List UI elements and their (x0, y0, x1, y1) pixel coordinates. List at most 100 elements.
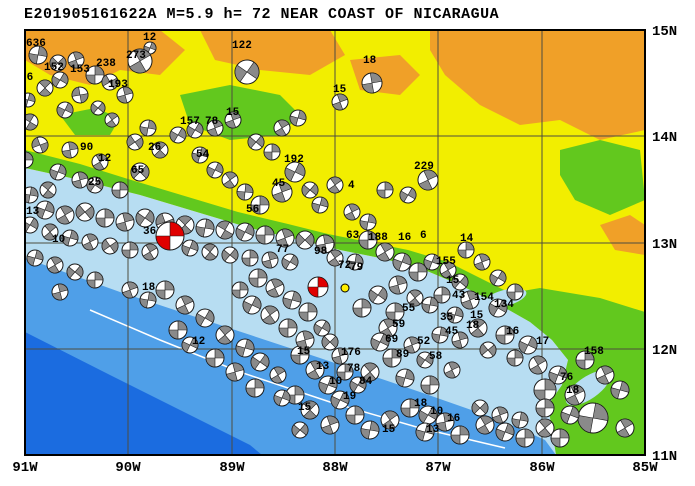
depth-label: 9 (12, 92, 19, 104)
beachball (205, 348, 225, 368)
beachball (181, 336, 199, 354)
beachball (116, 86, 134, 104)
beachball (311, 196, 329, 214)
terrain-land_green (560, 140, 645, 215)
beachball (446, 306, 464, 324)
beachball (315, 234, 335, 254)
beachball (370, 332, 390, 352)
beachball (236, 183, 254, 201)
beachball (415, 422, 435, 442)
depth-label: 154 (474, 292, 494, 304)
beachball (75, 202, 95, 222)
depth-label: 13 (316, 361, 330, 373)
terrain-land_green (60, 108, 120, 135)
beachball (85, 65, 105, 85)
beachball (247, 133, 265, 151)
beachball (250, 352, 270, 372)
beachball (406, 289, 424, 307)
depth-label: 78 (347, 363, 361, 375)
depth-label: 16 (506, 326, 519, 338)
beachball (195, 308, 215, 328)
beachball (321, 333, 339, 351)
beachball (491, 406, 509, 424)
beachball (345, 405, 365, 425)
beachball (261, 251, 279, 269)
depth-label: 45 (272, 178, 286, 190)
beachball (67, 51, 85, 69)
beachball (528, 355, 548, 375)
depth-label: 13 (426, 424, 440, 436)
beachball (235, 338, 255, 358)
depth-label: 122 (232, 40, 252, 52)
beachball (282, 290, 302, 310)
depth-label: 18 (142, 282, 156, 294)
beachball (295, 230, 315, 250)
map-title: E201905161622A M=5.9 h= 72 NEAR COAST OF… (24, 6, 500, 23)
depth-label: 25 (88, 177, 102, 189)
beachball (224, 111, 242, 129)
depth-label: 6 (420, 230, 427, 242)
depth-label: 15 (226, 107, 240, 119)
main-event-beachball (155, 221, 185, 251)
beachball (273, 119, 291, 137)
beachball (495, 422, 515, 442)
beachball (298, 302, 318, 322)
beachball (248, 268, 268, 288)
terrain-land_orange (430, 30, 645, 140)
beachball (433, 286, 451, 304)
beachball (320, 415, 340, 435)
beachball (25, 151, 34, 169)
beachball (435, 412, 455, 432)
depth-label: 238 (96, 58, 116, 70)
beachball (51, 71, 69, 89)
beachball (234, 59, 260, 85)
main-event-beachball (307, 276, 329, 298)
depth-label: 157 (180, 116, 200, 128)
depth-label: 15 (382, 424, 396, 436)
beachball (451, 331, 469, 349)
beachball (55, 205, 75, 225)
beachball (281, 253, 299, 271)
beachball (416, 351, 434, 369)
beachball (25, 92, 36, 108)
beachball (300, 400, 320, 420)
beachball (511, 411, 529, 429)
beachball (290, 345, 310, 365)
beachball (564, 384, 586, 406)
depth-label: 76 (560, 372, 573, 384)
depth-label: 15 (333, 84, 347, 96)
beachball (169, 126, 187, 144)
beachball (533, 378, 557, 402)
beachball (515, 428, 535, 448)
longitude-tick-label: 89W (219, 460, 245, 476)
beachball (301, 181, 319, 199)
depth-label: 78 (205, 116, 219, 128)
beachball (66, 263, 84, 281)
depth-label: 15 (298, 402, 312, 414)
beachball (215, 325, 235, 345)
beachball (225, 362, 245, 382)
beachball (130, 162, 150, 182)
depth-label: 77 (276, 244, 289, 256)
beachball (331, 347, 349, 365)
depth-label: 26 (148, 142, 161, 154)
beachball (221, 171, 239, 189)
depth-label: 229 (414, 161, 434, 173)
beachball (535, 398, 555, 418)
beachball (61, 141, 79, 159)
beachball (385, 302, 405, 322)
beachball (575, 350, 595, 370)
beachball (260, 305, 280, 325)
beachball (343, 203, 361, 221)
beachball (111, 181, 129, 199)
beachball (408, 262, 428, 282)
beachball (241, 249, 259, 267)
beachball (358, 230, 378, 250)
depth-label: 63 (346, 230, 360, 242)
depth-label: 158 (584, 346, 604, 358)
depth-label: 18 (363, 55, 377, 67)
beachball (285, 385, 305, 405)
beachball (61, 229, 79, 247)
beachball (115, 212, 135, 232)
depth-label: 96 (20, 72, 33, 84)
